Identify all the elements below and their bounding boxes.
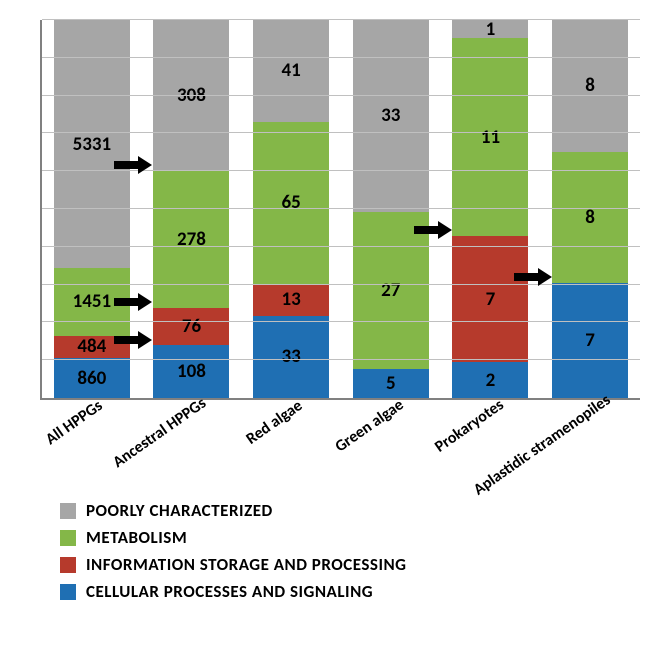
bar-segment-cellular: 860	[54, 358, 130, 398]
x-axis-label: Ancestral HPPGs	[140, 400, 240, 490]
bar-segment-poor: 1	[452, 20, 528, 38]
chart-container: 8604841451533110876278308331365415273327…	[0, 0, 655, 656]
bar-segment-cellular: 5	[353, 369, 429, 398]
x-axis-label: Green algae	[340, 400, 440, 490]
bar-column: 52733	[353, 20, 429, 398]
bars-group: 8604841451533110876278308331365415273327…	[42, 20, 640, 398]
bar-segment-poor: 308	[153, 20, 229, 171]
bar-segment-cellular: 33	[253, 316, 329, 398]
bar-segment-info: 7	[452, 236, 528, 362]
gridline	[42, 284, 640, 285]
bar-segment-info: 484	[54, 336, 130, 359]
legend-swatch	[60, 503, 76, 519]
legend-item-poor: POORLY CHARACTERIZED	[60, 500, 645, 521]
bar-segment-cellular: 2	[452, 362, 528, 398]
bar-column: 86048414515331	[54, 20, 130, 398]
x-axis-label-text: Green algae	[332, 395, 408, 456]
bar-segment-metab: 1451	[54, 268, 130, 335]
bar-segment-cellular: 7	[552, 283, 628, 398]
bar-segment-metab: 11	[452, 38, 528, 236]
bar-segment-info: 76	[153, 308, 229, 345]
gridline	[42, 57, 640, 58]
legend-label: INFORMATION STORAGE AND PROCESSING	[86, 554, 407, 575]
legend-swatch	[60, 584, 76, 600]
x-axis-label-text: All HPPGs	[42, 396, 106, 449]
bar-segment-metab: 278	[153, 171, 229, 307]
legend-item-info: INFORMATION STORAGE AND PROCESSING	[60, 554, 645, 575]
bar-segment-poor: 41	[253, 20, 329, 122]
gridline	[42, 359, 640, 360]
gridline	[42, 132, 640, 133]
gridline	[42, 19, 640, 20]
bar-column: 33136541	[253, 20, 329, 398]
bar-segment-metab: 65	[253, 122, 329, 284]
legend-swatch	[60, 530, 76, 546]
x-axis-label-text: Prokaryotes	[431, 395, 507, 456]
bar-segment-info: 13	[253, 284, 329, 316]
bar-segment-cellular: 108	[153, 345, 229, 398]
legend-label: CELLULAR PROCESSES AND SIGNALING	[86, 581, 373, 602]
bar-segment-poor: 33	[353, 20, 429, 212]
gridline	[42, 246, 640, 247]
x-axis-labels: All HPPGsAncestral HPPGsRed algaeGreen a…	[40, 400, 640, 490]
legend-item-cellular: CELLULAR PROCESSES AND SIGNALING	[60, 581, 645, 602]
bar-column: 788	[552, 20, 628, 398]
legend-label: METABOLISM	[86, 527, 187, 548]
bar-segment-metab: 27	[353, 212, 429, 369]
bar-column: 10876278308	[153, 20, 229, 398]
x-axis-label-text: Red algae	[243, 396, 306, 448]
bar-column: 27111	[452, 20, 528, 398]
gridline	[42, 321, 640, 322]
gridline	[42, 95, 640, 96]
x-axis-label: Red algae	[240, 400, 340, 490]
legend-label: POORLY CHARACTERIZED	[86, 500, 273, 521]
gridline	[42, 170, 640, 171]
legend-swatch	[60, 557, 76, 573]
legend-item-metab: METABOLISM	[60, 527, 645, 548]
legend: POORLY CHARACTERIZED METABOLISM INFORMATIO…	[60, 500, 645, 602]
gridline	[42, 208, 640, 209]
bar-segment-metab: 8	[552, 152, 628, 283]
x-axis-label: Aplastidic stramenopiles	[540, 400, 640, 490]
plot-area: 8604841451533110876278308331365415273327…	[40, 20, 640, 400]
